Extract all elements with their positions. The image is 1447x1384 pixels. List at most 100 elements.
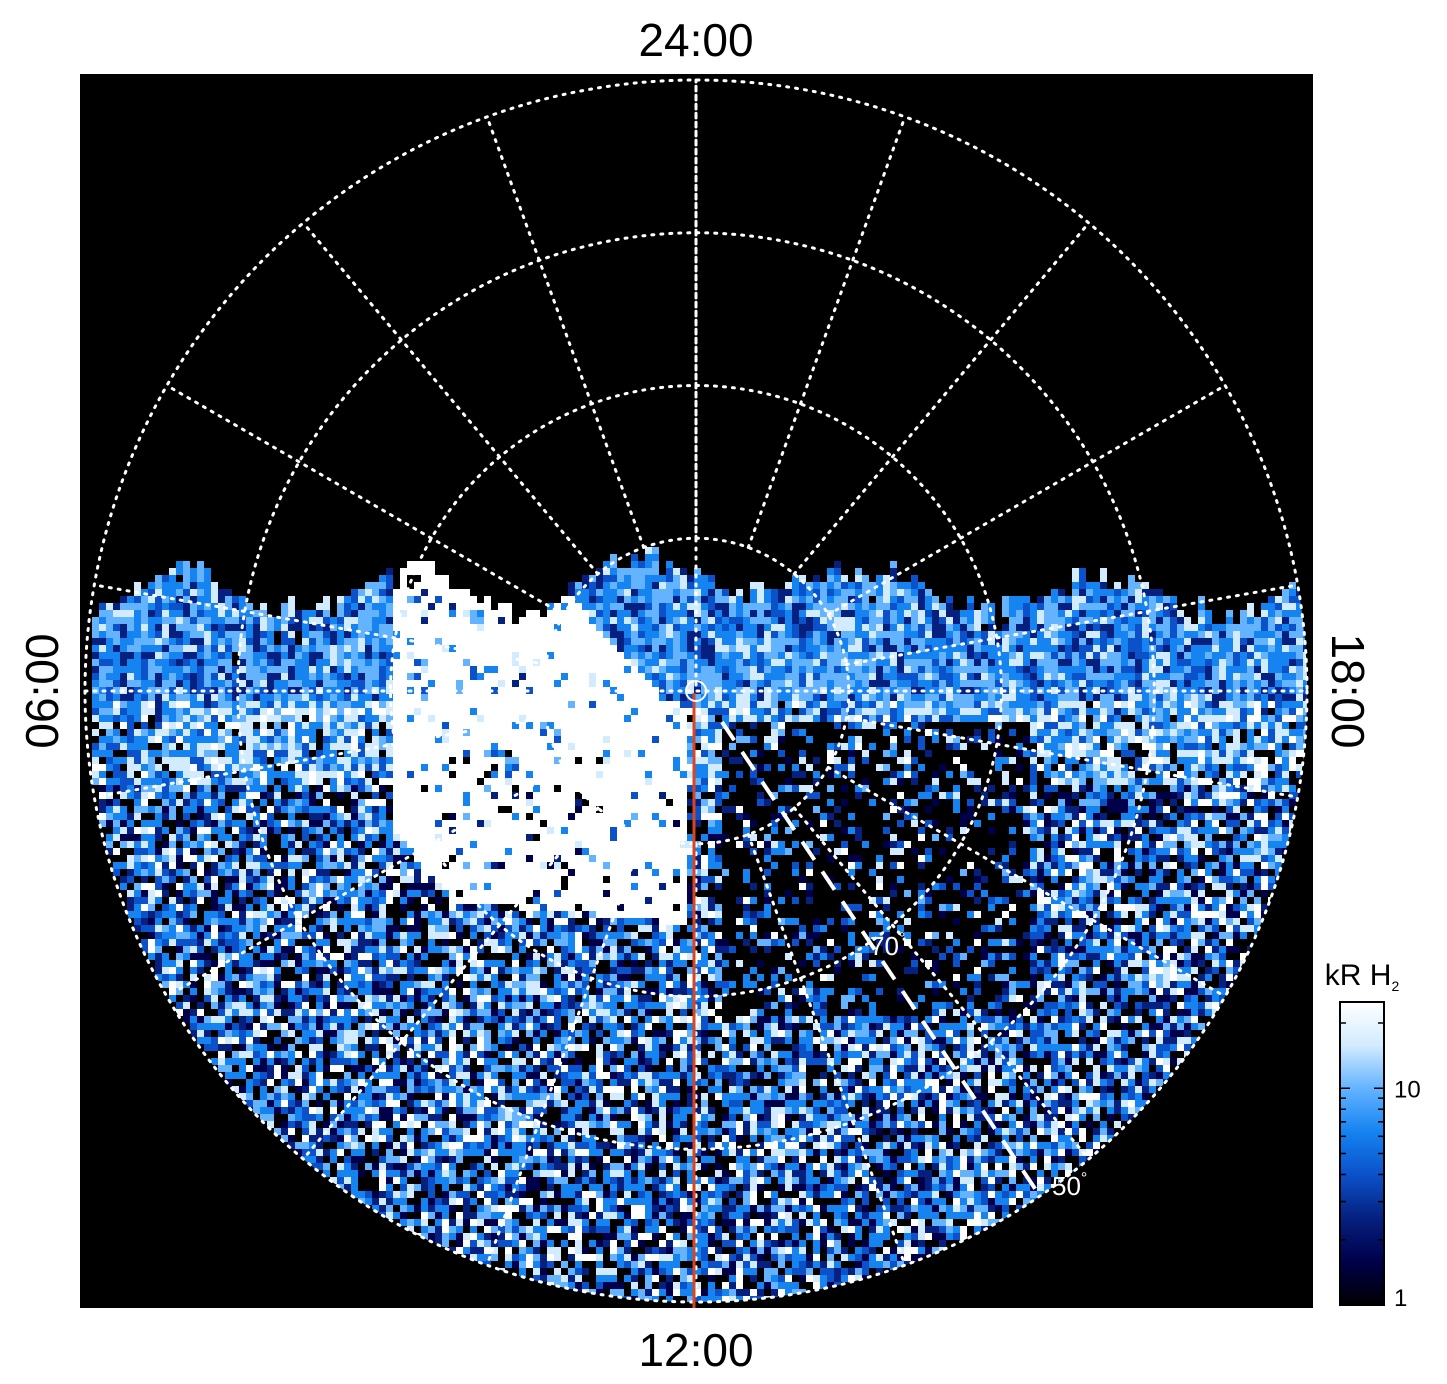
emission-pixel <box>281 680 288 708</box>
emission-pixel <box>1142 729 1149 736</box>
emission-pixel <box>169 750 176 757</box>
emission-pixel <box>1107 799 1114 806</box>
emission-pixel <box>1261 820 1268 827</box>
emission-pixel <box>1219 813 1226 820</box>
emission-pixel <box>939 701 946 708</box>
emission-pixel <box>365 757 372 764</box>
emission-pixel <box>463 778 470 785</box>
emission-pixel <box>1198 743 1205 750</box>
emission-pixel <box>911 778 918 785</box>
emission-pixel <box>680 813 687 820</box>
emission-pixel <box>967 771 974 778</box>
emission-pixel <box>883 701 890 708</box>
emission-pixel <box>1163 722 1170 729</box>
emission-pixel <box>1058 708 1065 715</box>
emission-pixel <box>204 750 211 757</box>
emission-pixel <box>708 813 715 820</box>
emission-pixel <box>841 743 848 750</box>
emission-pixel <box>141 722 148 729</box>
emission-pixel <box>435 799 442 806</box>
emission-pixel <box>897 757 904 764</box>
emission-pixel <box>610 799 617 806</box>
emission-pixel <box>645 736 652 743</box>
emission-pixel <box>197 813 204 820</box>
emission-pixel <box>1079 813 1086 820</box>
emission-pixel <box>197 827 204 834</box>
emission-pixel <box>512 813 519 820</box>
emission-pixel <box>1163 764 1170 771</box>
emission-pixel <box>246 750 253 757</box>
emission-pixel <box>456 736 463 743</box>
emission-pixel <box>113 729 120 736</box>
emission-pixel <box>547 757 554 764</box>
emission-pixel <box>645 757 652 764</box>
emission-pixel <box>1009 806 1016 813</box>
emission-pixel <box>253 750 260 757</box>
emission-pixel <box>449 750 456 757</box>
emission-pixel <box>617 722 624 729</box>
emission-pixel <box>330 806 337 813</box>
emission-pixel <box>1240 610 1247 638</box>
emission-pixel <box>1212 750 1219 757</box>
emission-pixel <box>295 750 302 757</box>
emission-pixel <box>197 792 204 799</box>
emission-pixel <box>946 771 953 778</box>
emission-pixel <box>197 750 204 757</box>
emission-pixel <box>463 722 470 729</box>
emission-pixel <box>638 799 645 806</box>
emission-pixel <box>288 771 295 778</box>
emission-pixel <box>785 610 792 631</box>
emission-pixel <box>792 575 799 603</box>
emission-pixel <box>477 785 484 792</box>
emission-pixel <box>295 722 302 729</box>
emission-pixel <box>645 806 652 813</box>
emission-pixel <box>526 736 533 743</box>
emission-pixel <box>659 827 666 834</box>
emission-pixel <box>596 820 603 827</box>
emission-pixel <box>211 827 218 834</box>
emission-pixel <box>274 743 281 750</box>
emission-pixel <box>232 778 239 785</box>
emission-pixel <box>1261 701 1268 708</box>
emission-pixel <box>407 701 414 708</box>
emission-pixel <box>960 743 967 750</box>
emission-pixel <box>1170 708 1177 715</box>
emission-pixel <box>862 778 869 785</box>
emission-pixel <box>190 722 197 729</box>
emission-pixel <box>148 806 155 813</box>
emission-pixel <box>1191 729 1198 736</box>
emission-pixel <box>596 778 603 785</box>
emission-pixel <box>134 757 141 764</box>
emission-pixel <box>1072 729 1079 736</box>
emission-pixel <box>351 820 358 827</box>
emission-pixel <box>673 799 680 806</box>
emission-pixel <box>141 750 148 757</box>
emission-pixel <box>183 701 190 708</box>
emission-pixel <box>729 757 736 764</box>
emission-pixel <box>1219 701 1226 708</box>
emission-pixel <box>659 708 666 715</box>
emission-pixel <box>1086 729 1093 736</box>
emission-pixel <box>1030 771 1037 778</box>
emission-pixel <box>162 771 169 778</box>
emission-pixel <box>582 827 589 834</box>
emission-pixel <box>1079 729 1086 736</box>
emission-pixel <box>393 813 400 820</box>
emission-pixel <box>372 715 379 722</box>
emission-pixel <box>281 631 288 652</box>
emission-pixel <box>316 785 323 792</box>
emission-pixel <box>435 806 442 813</box>
emission-pixel <box>442 764 449 771</box>
emission-pixel <box>176 785 183 792</box>
emission-pixel <box>967 806 974 813</box>
emission-pixel <box>407 750 414 757</box>
emission-pixel <box>925 708 932 715</box>
emission-pixel <box>673 764 680 771</box>
emission-pixel <box>1114 757 1121 764</box>
emission-pixel <box>1044 792 1051 799</box>
emission-pixel <box>680 778 687 785</box>
emission-pixel <box>897 820 904 827</box>
emission-pixel <box>890 806 897 813</box>
emission-pixel <box>1065 778 1072 785</box>
emission-pixel <box>848 827 855 834</box>
